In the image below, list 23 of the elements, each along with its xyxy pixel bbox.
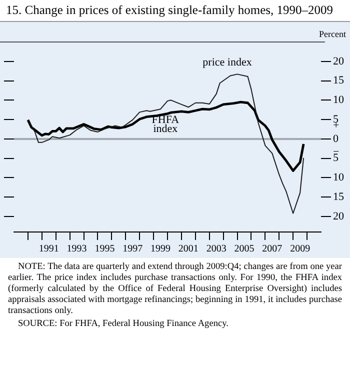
y-tick-label: 5: [333, 152, 339, 164]
x-tick-label: 1995: [94, 244, 115, 255]
x-tick-label: 2005: [234, 244, 254, 255]
x-tick-label: 2009: [290, 244, 310, 255]
chart-title: 15. Change in prices of existing single-family homes, 1990–2009: [0, 0, 350, 22]
x-tick-label: 1997: [122, 244, 143, 255]
x-tick-label: 1999: [150, 244, 171, 255]
x-tick-label: 1993: [66, 244, 87, 255]
y-tick-label: 10: [333, 94, 344, 106]
series-label: price index: [202, 56, 252, 69]
y-axis-title: Percent: [319, 28, 346, 39]
series-label: FHFA index: [152, 114, 180, 136]
x-tick-label: 1991: [38, 244, 59, 255]
text: NOTE: The data are quarterly and extend through 2009:Q4; changes are from one year earlier. The price index includes purchase transactions only. For 1990, the FHFA index (formerly calculated by the Office of Federal Housing Enterprise Oversight) includes appraisals associated with mortgage refinancings; beginning in 1991, it includes purchase transactions only.: [8, 262, 342, 317]
y-tick-label: 10: [333, 172, 344, 184]
y-tick-label: 15: [333, 74, 344, 87]
y-tick-label: 20: [333, 55, 344, 68]
x-tick-label: 2001: [178, 244, 198, 255]
y-tick-label: 20: [333, 210, 344, 222]
source-note: SOURCE: For FHFA, Federal Housing Finance Agency.: [17, 319, 230, 330]
x-tick-label: 2007: [262, 244, 282, 255]
x-tick-label: 2003: [206, 244, 226, 255]
y-tick-label: 15: [333, 190, 344, 203]
